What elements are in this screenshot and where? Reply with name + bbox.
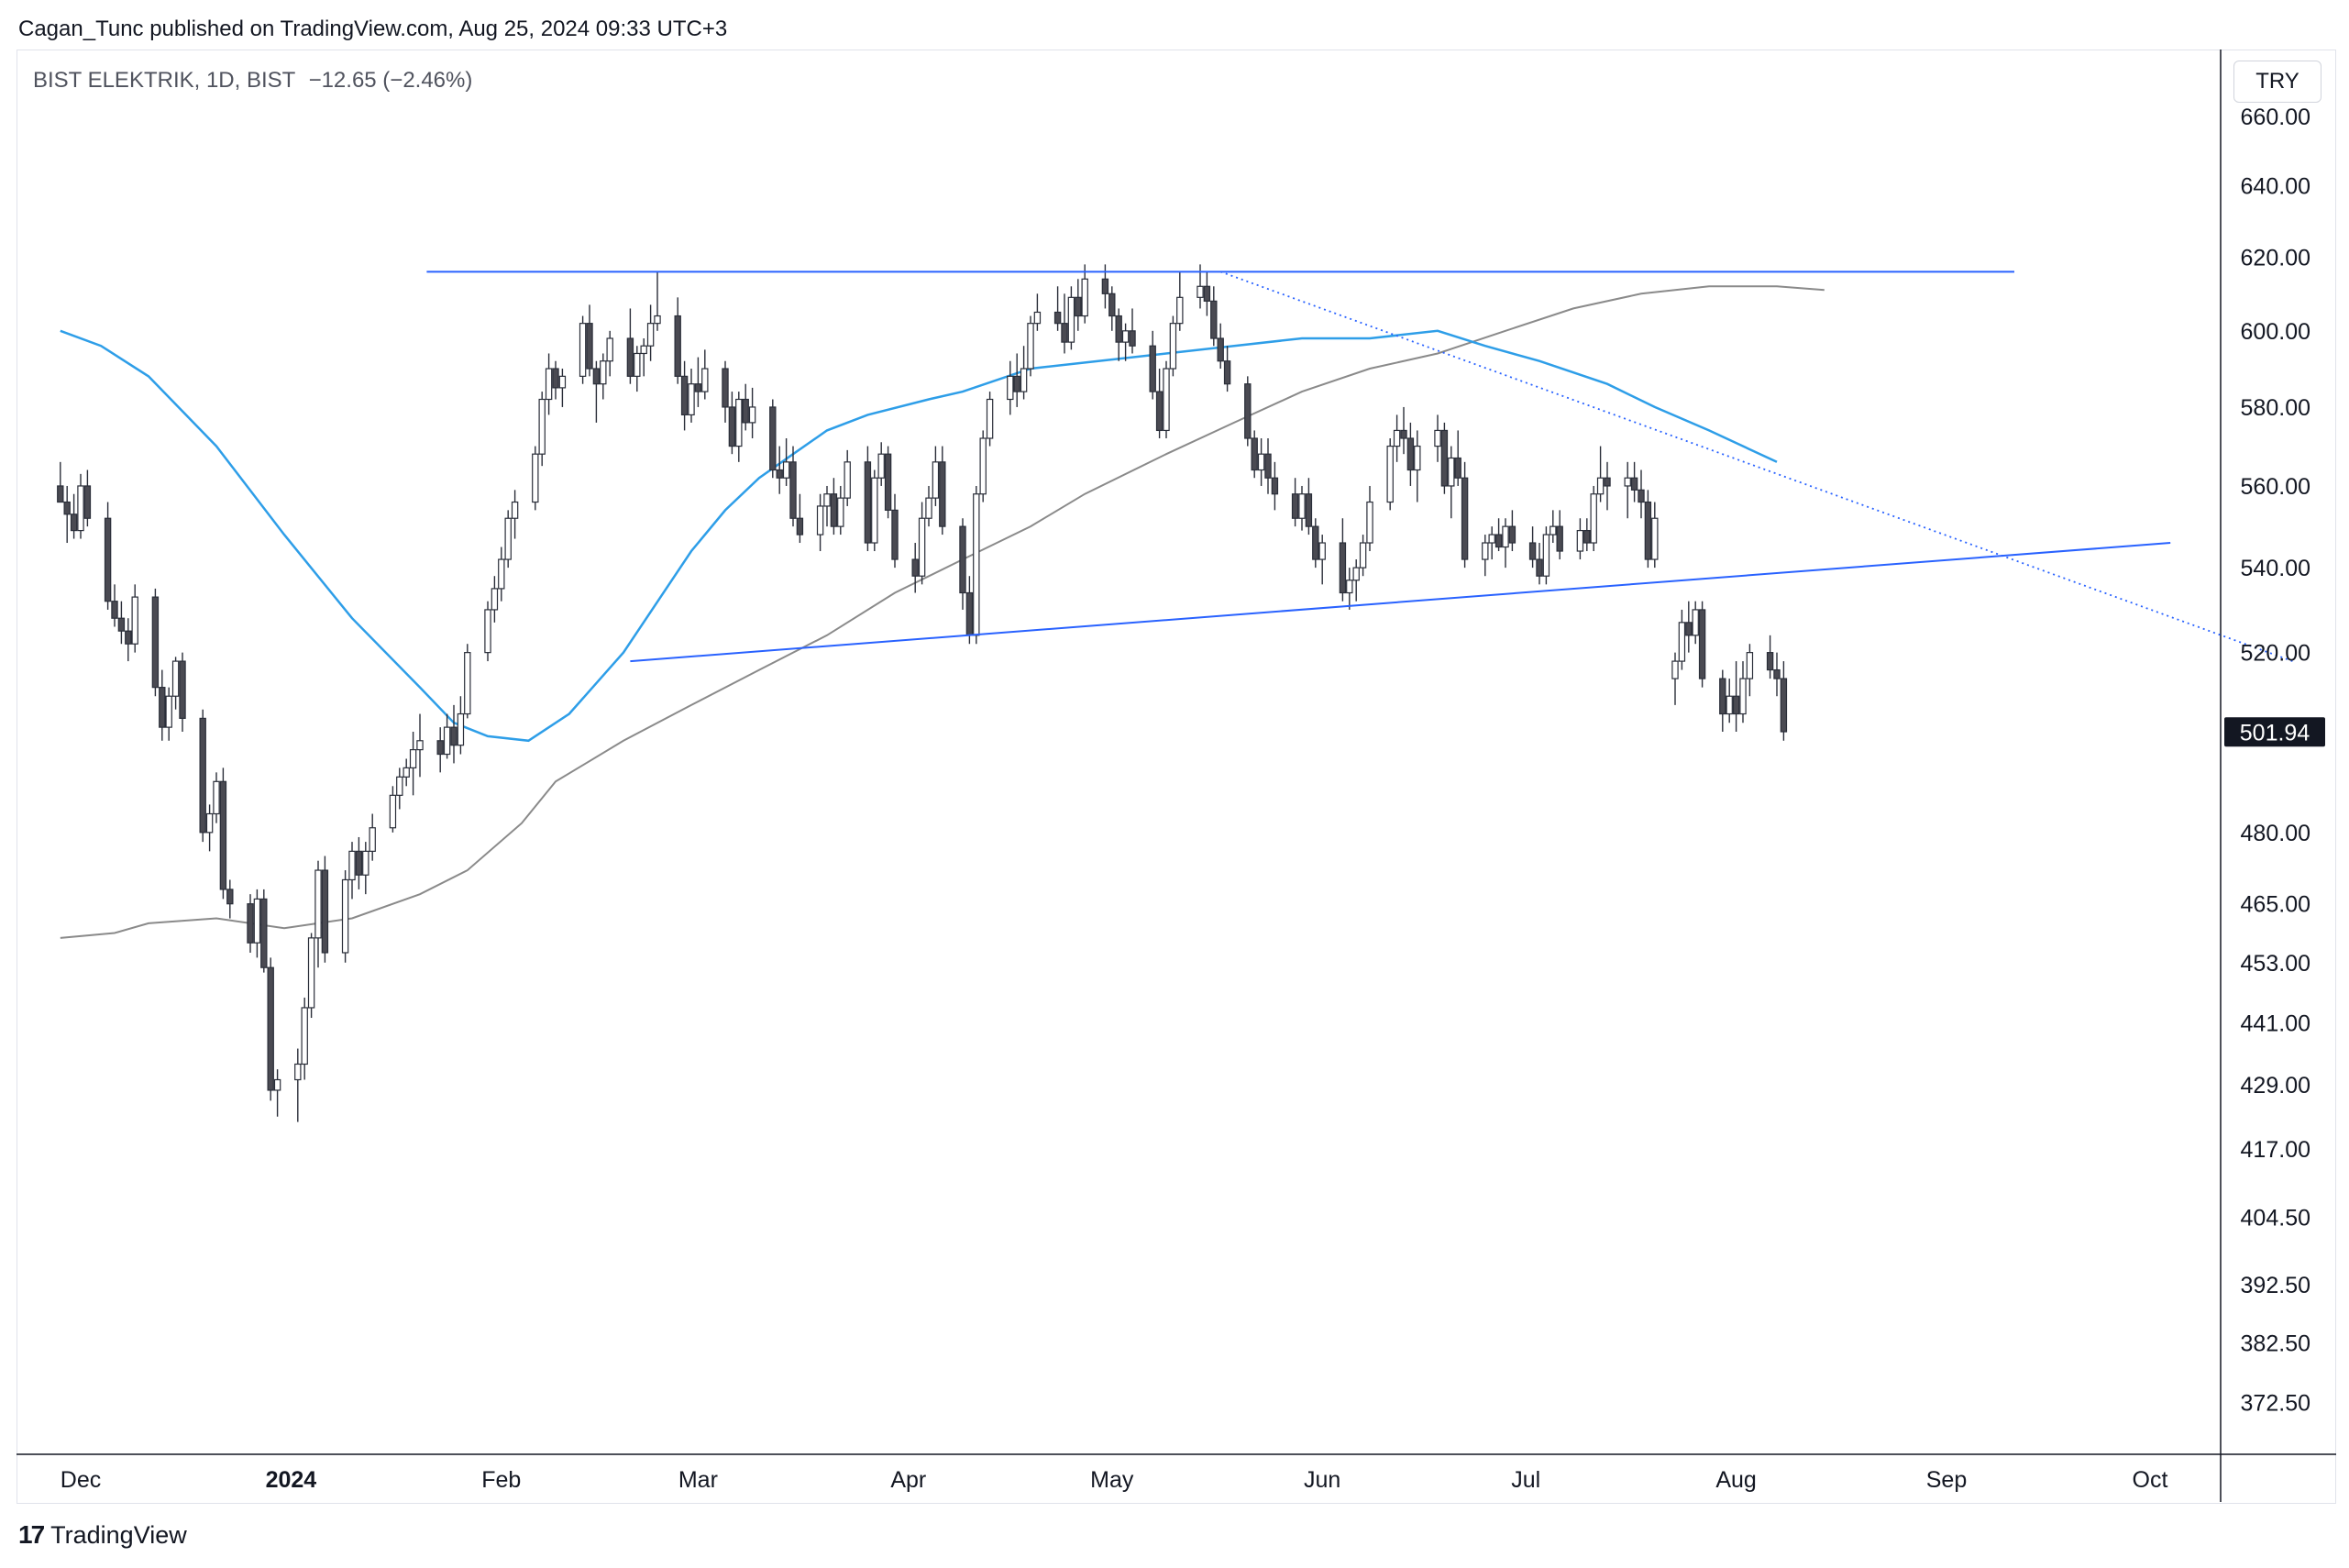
price-change: −12.65 (−2.46%) (308, 68, 473, 93)
chart-frame[interactable] (17, 50, 2336, 1504)
footer-brand[interactable]: 17 TradingView (18, 1520, 187, 1550)
publish-header: Cagan_Tunc published on TradingView.com,… (18, 17, 728, 41)
symbol-legend[interactable]: BIST ELEKTRIK, 1D, BIST −12.65 (−2.46%) (33, 68, 472, 94)
symbol-label: BIST ELEKTRIK, 1D, BIST (33, 68, 295, 93)
footer-brand-name: TradingView (50, 1520, 187, 1549)
currency-button[interactable]: TRY (2233, 61, 2321, 103)
tradingview-logo-icon: 17 (18, 1520, 45, 1549)
